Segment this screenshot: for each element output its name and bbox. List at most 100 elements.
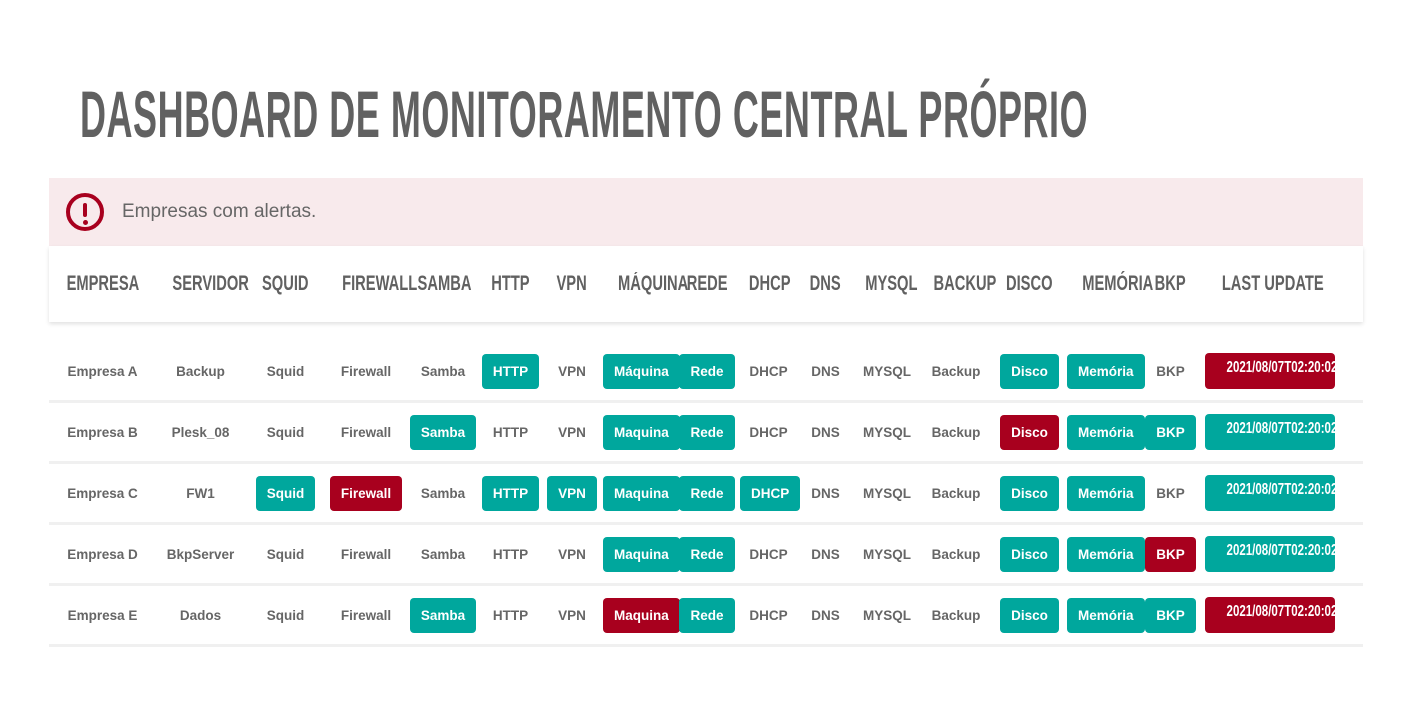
service-cell: DNS <box>797 523 854 586</box>
service-cell: HTTP <box>480 401 541 464</box>
service-cell: MYSQL <box>854 342 920 403</box>
service-cell: Backup <box>920 523 992 586</box>
status-badge-ok[interactable]: Máquina <box>603 353 680 389</box>
status-badge-ok[interactable]: Samba <box>409 414 477 450</box>
status-badge-ok[interactable]: Disco <box>1000 536 1059 572</box>
status-badge-ok[interactable]: Rede <box>679 475 735 511</box>
service-cell-text: Samba <box>420 485 466 501</box>
status-badge-alert[interactable]: Maquina <box>603 597 680 633</box>
service-cell: Maquina <box>603 523 680 586</box>
service-cell-text: Firewall <box>340 546 392 562</box>
column-header-label: REDE <box>686 272 728 295</box>
service-cell: VPN <box>541 401 603 464</box>
table-row[interactable]: Empresa A Backup Squid Firewall Samba HTTP VPN… <box>49 342 1363 403</box>
service-cell-text: DHCP <box>749 424 788 440</box>
service-cell: Squid <box>245 342 326 403</box>
status-badge-ok[interactable]: Maquina <box>603 475 680 511</box>
service-cell: Memória <box>1067 462 1145 525</box>
service-cell-text: Backup <box>931 363 981 379</box>
service-cell: MYSQL <box>854 523 920 586</box>
service-cell: Samba <box>406 342 480 403</box>
column-header-label: DNS <box>809 272 842 295</box>
table-row[interactable]: Empresa E Dados Squid Firewall Samba HTTP VPN M… <box>49 584 1363 647</box>
service-cell-text: DNS <box>811 607 840 623</box>
service-cell: Firewall <box>326 342 406 403</box>
service-cell: Memória <box>1067 523 1145 586</box>
service-cell-text: Squid <box>266 607 305 623</box>
service-cell-text: Squid <box>266 363 305 379</box>
service-cell: MYSQL <box>854 584 920 647</box>
status-badge-ok[interactable]: Disco <box>1000 597 1059 633</box>
empresa-cell-text: Empresa E <box>67 607 138 623</box>
status-badge-ok[interactable]: Memória <box>1067 475 1145 511</box>
table-row[interactable]: Empresa C FW1 Squid Firewall Samba HTTP VPN Maq… <box>49 462 1363 525</box>
service-cell: Samba <box>406 584 480 647</box>
status-badge-ok[interactable]: Disco <box>1000 353 1059 389</box>
status-badge-ok[interactable]: HTTP <box>481 353 540 389</box>
column-header-label: MEMÓRIA <box>1082 272 1154 295</box>
service-cell: Backup <box>920 462 992 525</box>
status-badge-ok[interactable]: Memória <box>1067 414 1145 450</box>
service-cell-text: DNS <box>811 424 840 440</box>
service-cell-text: MYSQL <box>862 607 911 623</box>
last-update-badge[interactable]: 2021/08/07T02:20:02 <box>1204 353 1337 389</box>
column-header: FIREWALL <box>326 246 417 322</box>
table-row[interactable]: Empresa D BkpServer Squid Firewall Samba HTTP… <box>49 523 1363 586</box>
service-cell: Firewall <box>326 401 406 464</box>
status-badge-alert[interactable]: BKP <box>1145 536 1196 572</box>
status-badge-ok[interactable]: Rede <box>679 414 735 450</box>
status-badge-ok[interactable]: Memória <box>1067 353 1145 389</box>
column-header: DHCP <box>740 246 797 322</box>
empresa-cell: Empresa E <box>49 584 156 647</box>
last-update-cell: 2021/08/07T02:20:02 <box>1200 342 1363 403</box>
status-badge-ok[interactable]: BKP <box>1145 597 1196 633</box>
column-header-label: MÁQUINA <box>618 272 689 295</box>
service-cell: BKP <box>1141 523 1200 586</box>
status-badge-ok[interactable]: Samba <box>409 597 477 633</box>
last-update-badge[interactable]: 2021/08/07T02:20:02 <box>1204 414 1337 450</box>
service-cell: Memória <box>1067 342 1145 403</box>
status-badge-ok[interactable]: Rede <box>679 353 735 389</box>
servidor-cell: Backup <box>156 342 245 403</box>
page-title: DASHBOARD DE MONITORAMENTO CENTRAL PRÓPR… <box>80 77 1089 151</box>
empresa-cell-text: Empresa A <box>67 363 138 379</box>
column-header-label: HTTP <box>491 272 530 295</box>
service-cell: BKP <box>1141 401 1200 464</box>
service-cell: Maquina <box>603 401 680 464</box>
status-badge-ok[interactable]: HTTP <box>481 475 540 511</box>
status-badge-ok[interactable]: Maquina <box>603 536 680 572</box>
table-row[interactable]: Empresa B Plesk_08 Squid Firewall Samba HTTP V… <box>49 401 1363 464</box>
last-update-badge[interactable]: 2021/08/07T02:20:02 <box>1204 597 1337 633</box>
status-badge-alert[interactable]: Disco <box>1000 414 1059 450</box>
service-cell-text: MYSQL <box>862 485 911 501</box>
last-update-badge[interactable]: 2021/08/07T02:20:02 <box>1204 475 1337 511</box>
status-badge-ok[interactable]: Memória <box>1067 536 1145 572</box>
service-cell: Samba <box>406 523 480 586</box>
status-badge-ok[interactable]: Rede <box>679 536 735 572</box>
last-update-cell: 2021/08/07T02:20:02 <box>1200 523 1363 586</box>
status-badge-ok[interactable]: Squid <box>255 475 316 511</box>
last-update-cell: 2021/08/07T02:20:02 <box>1200 401 1363 464</box>
servidor-cell: FW1 <box>156 462 245 525</box>
service-cell-text: Squid <box>266 424 305 440</box>
column-header: MYSQL <box>854 246 920 322</box>
service-cell-text: HTTP <box>492 424 529 440</box>
status-badge-ok[interactable]: VPN <box>547 475 597 511</box>
status-badge-ok[interactable]: BKP <box>1145 414 1196 450</box>
empresa-cell: Empresa B <box>49 401 156 464</box>
service-cell: Disco <box>992 342 1067 403</box>
service-cell: Firewall <box>326 584 406 647</box>
service-cell: Squid <box>245 401 326 464</box>
status-badge-ok[interactable]: Rede <box>679 597 735 633</box>
alert-text: Empresas com alertas. <box>122 201 317 222</box>
status-badge-alert[interactable]: Firewall <box>329 475 403 511</box>
status-badge-ok[interactable]: Maquina <box>603 414 680 450</box>
service-cell-text: Backup <box>931 546 981 562</box>
status-badge-ok[interactable]: Disco <box>1000 475 1059 511</box>
status-badge-ok[interactable]: Memória <box>1067 597 1145 633</box>
status-badge-ok[interactable]: DHCP <box>740 475 801 511</box>
last-update-badge[interactable]: 2021/08/07T02:20:02 <box>1204 536 1337 572</box>
service-cell-text: DHCP <box>749 546 788 562</box>
service-cell: Maquina <box>603 462 680 525</box>
servidor-cell: Plesk_08 <box>156 401 245 464</box>
